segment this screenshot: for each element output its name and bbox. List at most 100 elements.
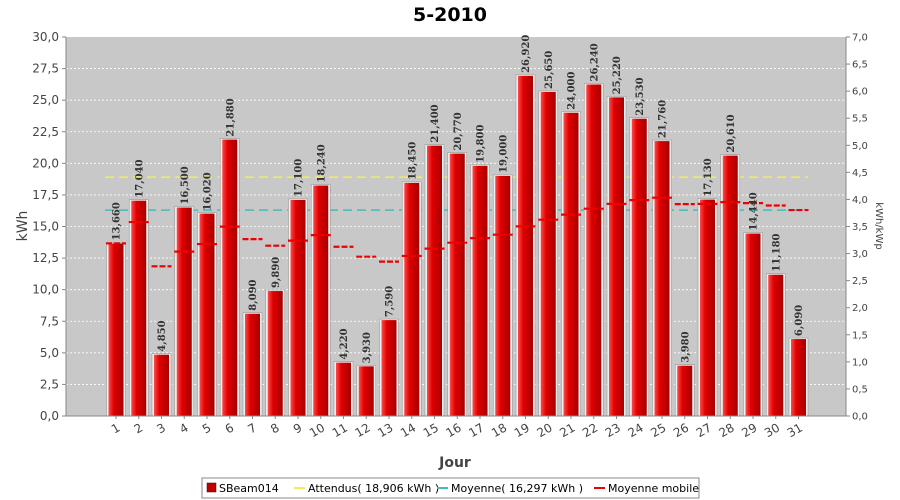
y-tick-label: 0,0 xyxy=(40,409,59,423)
y-right-tick-label: 3,5 xyxy=(852,222,868,233)
bar-fill xyxy=(472,165,488,416)
bar xyxy=(128,199,149,417)
bar xyxy=(106,242,126,417)
x-tick-label: 19 xyxy=(512,420,532,440)
data-label: 7,590 xyxy=(385,286,396,317)
x-tick-label: 11 xyxy=(330,420,350,440)
x-tick-label: 25 xyxy=(648,420,668,440)
data-label: 18,240 xyxy=(316,144,327,182)
bar-fill xyxy=(586,84,602,416)
y-axis-label: kWh xyxy=(15,211,31,242)
bar xyxy=(652,139,672,417)
bar xyxy=(288,198,308,417)
data-label: 21,760 xyxy=(658,100,669,138)
legend-box xyxy=(201,477,700,499)
data-label: 21,880 xyxy=(225,98,236,136)
y-tick-label: 30,0 xyxy=(32,30,59,44)
y-tick-label: 10,0 xyxy=(32,283,59,297)
y-right-tick-label: 4,5 xyxy=(852,168,868,179)
bar xyxy=(765,273,786,417)
chart-title: 5-2010 xyxy=(413,4,487,26)
x-tick-label: 6 xyxy=(223,420,237,436)
bar-fill xyxy=(131,200,147,416)
bar-fill xyxy=(313,185,329,416)
x-tick-label: 29 xyxy=(739,420,759,440)
bar-fill xyxy=(631,118,647,416)
bar xyxy=(333,361,354,417)
bar xyxy=(492,174,513,417)
x-tick-label: 20 xyxy=(535,420,555,440)
bar xyxy=(174,206,195,417)
data-label: 14,440 xyxy=(749,192,760,230)
bar-fill xyxy=(336,362,351,416)
x-tick-label: 17 xyxy=(466,420,486,440)
bar-fill xyxy=(768,274,784,416)
bar-fill xyxy=(654,141,670,416)
data-label: 4,220 xyxy=(339,328,350,359)
y-right-tick-label: 6,5 xyxy=(852,60,868,71)
data-label: 26,240 xyxy=(589,43,600,81)
bar-fill xyxy=(199,213,215,416)
bar-fill xyxy=(245,313,260,416)
y-right-tick-label: 0,5 xyxy=(852,384,868,395)
x-tick-label: 1 xyxy=(109,420,123,436)
bar-fill xyxy=(722,155,738,416)
bar xyxy=(265,289,286,417)
bar xyxy=(197,212,217,417)
x-tick-label: 30 xyxy=(762,420,782,440)
x-tick-label: 22 xyxy=(580,420,600,440)
bar xyxy=(242,312,263,417)
bar xyxy=(447,152,468,417)
x-tick-label: 12 xyxy=(353,420,373,440)
data-label: 21,400 xyxy=(430,104,441,142)
y-tick-label: 27,5 xyxy=(32,62,59,76)
x-tick-label: 31 xyxy=(785,420,805,440)
y-tick-label: 20,0 xyxy=(32,156,59,170)
moving-average xyxy=(106,196,809,268)
bar xyxy=(561,111,581,417)
bar xyxy=(310,184,331,417)
x-tick-label: 2 xyxy=(132,420,146,436)
x-tick-label: 9 xyxy=(291,420,305,436)
y-tick-label: 2,5 xyxy=(40,377,59,391)
bar xyxy=(470,164,490,417)
y-right-tick-label: 7,0 xyxy=(852,33,868,44)
x-tick-label: 14 xyxy=(398,420,418,440)
legend-label-moving: Moyenne mobile xyxy=(608,482,699,495)
legend-label-bars: SBeam014 xyxy=(219,482,279,495)
bar xyxy=(583,83,604,417)
y-right-tick-label: 5,5 xyxy=(852,114,868,125)
y-tick-label: 12,5 xyxy=(32,251,59,265)
bar-fill xyxy=(677,365,693,416)
x-tick-label: 23 xyxy=(603,420,623,440)
data-label: 17,100 xyxy=(294,159,305,197)
bar-fill xyxy=(518,75,533,416)
legend-label-average: Moyenne( 16,297 kWh ) xyxy=(451,482,583,495)
data-label: 23,530 xyxy=(635,77,646,115)
y-right-tick-label: 2,0 xyxy=(852,303,868,314)
data-label: 11,180 xyxy=(771,233,782,271)
data-label: 9,890 xyxy=(271,257,282,288)
x-tick-label: 24 xyxy=(626,420,646,440)
data-label: 24,000 xyxy=(567,71,578,109)
y-right-tick-label: 3,0 xyxy=(852,249,868,260)
data-label: 16,020 xyxy=(203,172,214,210)
x-tick-label: 5 xyxy=(200,420,214,436)
data-label: 8,090 xyxy=(248,279,259,310)
data-label: 19,800 xyxy=(476,125,487,163)
bar xyxy=(697,198,718,417)
data-label: 19,000 xyxy=(498,135,509,173)
data-label: 16,500 xyxy=(180,166,191,204)
bar-fill xyxy=(108,243,124,416)
bar-fill xyxy=(267,291,283,416)
y-right-tick-label: 5,0 xyxy=(852,141,868,152)
bar xyxy=(720,154,741,417)
y-right-tick-label: 6,0 xyxy=(852,87,868,98)
bar-fill xyxy=(563,112,579,417)
bar xyxy=(674,364,695,417)
data-labels: 13,660 17,040 4,850 16,500 16,020 21,880 8,090… xyxy=(112,35,806,364)
x-tick-label: 21 xyxy=(557,420,577,440)
bar-fill xyxy=(427,145,442,416)
bar xyxy=(629,117,650,417)
x-tick-label: 27 xyxy=(694,420,714,440)
